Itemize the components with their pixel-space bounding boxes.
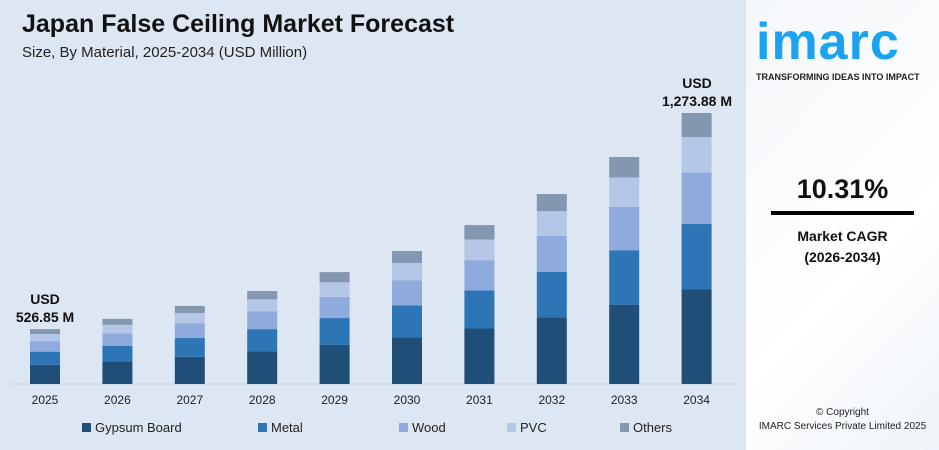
divider [771,211,914,215]
bar-pvc-2028 [247,299,278,312]
legend-label: Gypsum Board [95,420,182,435]
bar-others-2025 [30,329,60,335]
legend-label: Metal [271,420,303,435]
legend-label: PVC [520,420,547,435]
bar-metal-2030 [392,305,422,338]
x-tick-label: 2025 [32,393,59,407]
x-tick-label: 2031 [466,393,493,407]
legend-item: Gypsum Board [82,420,182,435]
cagr-value: 10.31% [796,174,889,204]
bar-others-2029 [319,272,350,283]
bar-pvc-2030 [392,262,422,281]
bar-metal-2025 [30,351,60,365]
bar-pvc-2034 [681,137,712,173]
bar-metal-2033 [609,250,640,305]
bar-wood-2030 [392,280,422,306]
bar-metal-2031 [464,290,495,329]
bar-pvc-2025 [30,334,60,342]
legend-swatch [82,423,91,432]
x-tick-label: 2026 [104,393,131,407]
chart-title: Japan False Ceiling Market Forecast [22,10,455,38]
bar-others-2034 [681,113,712,138]
annotation-value: 1,273.88 M [661,93,733,109]
bar-others-2027 [174,305,205,313]
legend-swatch [620,423,629,432]
bar-pvc-2033 [609,177,640,208]
legend-label: Wood [412,420,446,435]
bar-metal-2034 [681,224,712,290]
bar-pvc-2031 [464,239,495,261]
bar-gypsum-board-2033 [609,304,640,384]
bar-others-2030 [392,251,422,263]
legend-swatch [507,423,516,432]
legend-item: PVC [507,420,547,435]
x-tick-label: 2030 [394,393,421,407]
bar-wood-2025 [30,341,60,352]
cagr-label-text: Market CAGR [797,228,888,244]
bar-gypsum-board-2034 [681,289,712,384]
bar-wood-2034 [681,172,712,225]
bar-metal-2029 [319,318,350,345]
bar-gypsum-board-2030 [392,337,422,384]
bar-metal-2027 [174,338,205,357]
bar-pvc-2027 [174,312,205,324]
copyright: © Copyright IMARC Services Private Limite… [746,406,939,434]
bar-pvc-2026 [102,324,133,334]
bar-metal-2032 [536,271,567,318]
annotation-2025: USD 526.85 M [10,290,80,326]
legend-item: Metal [258,420,303,435]
x-tick-label: 2034 [683,393,710,407]
legend-label: Others [633,420,673,435]
legend-swatch [399,423,408,432]
tagline: TRANSFORMING IDEAS INTO IMPACT [756,72,920,82]
legend-item: Others [620,420,672,435]
bar-gypsum-board-2028 [247,351,278,384]
cagr-period: (2026-2034) [804,249,881,265]
bar-wood-2026 [102,333,133,346]
annotation-value: 526.85 M [15,309,75,325]
cagr-label: Market CAGR (2026-2034) [746,226,939,268]
sidebar-panel: imarc TRANSFORMING IDEAS INTO IMPACT 10.… [746,0,939,450]
bar-metal-2026 [102,345,133,362]
legend-swatch [258,423,267,432]
bar-others-2032 [536,194,567,212]
bar-wood-2031 [464,260,495,291]
x-tick-label: 2027 [176,393,203,407]
bar-wood-2029 [319,296,350,319]
x-tick-label: 2028 [249,393,276,407]
bar-gypsum-board-2029 [319,344,350,384]
legend-item: Wood [399,420,446,435]
bar-wood-2033 [609,207,640,251]
bar-gypsum-board-2025 [30,364,60,384]
bar-others-2031 [464,225,495,240]
bar-others-2026 [102,318,133,325]
x-tick-label: 2032 [538,393,565,407]
bar-wood-2032 [536,235,567,272]
bar-others-2033 [609,157,640,178]
annotation-line: USD [30,291,60,307]
bar-gypsum-board-2026 [102,361,133,384]
stacked-bar-chart: 2025 2026 2027 2028 2029 2030 2031 2032 2033 2034 [10,113,735,407]
bar-others-2028 [247,291,278,300]
company-name: IMARC Services Private Limited 2025 [758,421,927,432]
x-tick-label: 2029 [321,393,348,407]
bar-wood-2028 [247,311,278,330]
annotation-2034: USD 1,273.88 M [652,74,742,110]
bar-gypsum-board-2031 [464,328,495,384]
copyright-text: © Copyright [816,407,869,418]
x-tick-label: 2033 [611,393,638,407]
bar-pvc-2032 [536,211,567,236]
bar-wood-2027 [174,323,205,339]
imarc-logo: imarc [756,13,900,71]
bar-metal-2028 [247,329,278,352]
bar-gypsum-board-2027 [174,356,205,384]
chart-subtitle: Size, By Material, 2025-2034 (USD Millio… [22,44,308,61]
annotation-line: USD [682,75,712,91]
bar-pvc-2029 [319,282,350,297]
bar-gypsum-board-2032 [536,317,567,384]
